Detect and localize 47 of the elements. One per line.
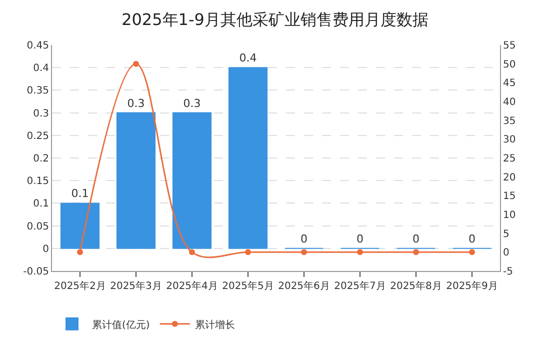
data-label: 0.3 [183,96,201,110]
legend-label: 累计增长 [194,318,235,331]
data-label: 0 [468,232,476,246]
x-tick-label: 2025年2月 [54,280,106,292]
y2-tick-label: 50 [503,59,516,70]
y-tick-label: 0.3 [33,108,49,120]
y-tick-label: 0.4 [33,63,49,74]
y-tick-label: 0.45 [26,40,49,52]
y2-tick-label: -5 [503,266,513,278]
data-label: 0.4 [239,52,257,65]
y2-tick-label: 30 [503,134,516,146]
y-tick-label: 0.05 [26,221,49,232]
x-tick-label: 2025年9月 [446,280,498,292]
y-tick-label: 0 [42,244,49,255]
y2-tick-label: 35 [503,116,516,127]
y-tick-label: 0.1 [33,198,49,210]
y2-tick-label: 10 [503,210,516,221]
x-tick-label: 2025年6月 [278,280,330,292]
x-tick-label: 2025年5月 [222,280,274,292]
y2-tick-label: 15 [503,191,516,202]
legend-label: 累计值(亿元) [92,318,150,331]
y2-tick-label: 45 [503,78,516,90]
y-tick-label: 0.35 [26,86,49,97]
y-tick-label: 0.25 [26,130,49,142]
y-tick-label: 0.2 [33,154,49,164]
data-label: 0.1 [71,187,89,200]
bar [60,202,100,249]
data-label: 0 [356,232,364,246]
x-tick-label: 2025年3月 [110,280,162,292]
y2-tick-label: 40 [503,97,516,108]
y2-tick-label: 25 [503,154,516,164]
y2-tick-label: 0 [503,248,510,259]
y2-tick-label: 20 [503,172,516,184]
bar [172,112,212,249]
y2-tick-label: 5 [503,228,510,240]
x-tick-label: 2025年8月 [390,280,442,292]
y-tick-label: -0.05 [23,266,49,278]
data-label: 0.3 [127,96,145,110]
data-label: 0 [412,232,420,246]
data-label: 0 [300,232,308,246]
bar [116,112,156,249]
chart-title: 2025年1-9月其他采矿业销售费用月度数据 [122,10,428,30]
y-tick-label: 0.15 [26,176,49,188]
x-tick-label: 2025年7月 [334,280,386,292]
x-tick-label: 2025年4月 [166,280,218,292]
bar [228,67,268,249]
y2-tick-label: 55 [503,40,516,52]
